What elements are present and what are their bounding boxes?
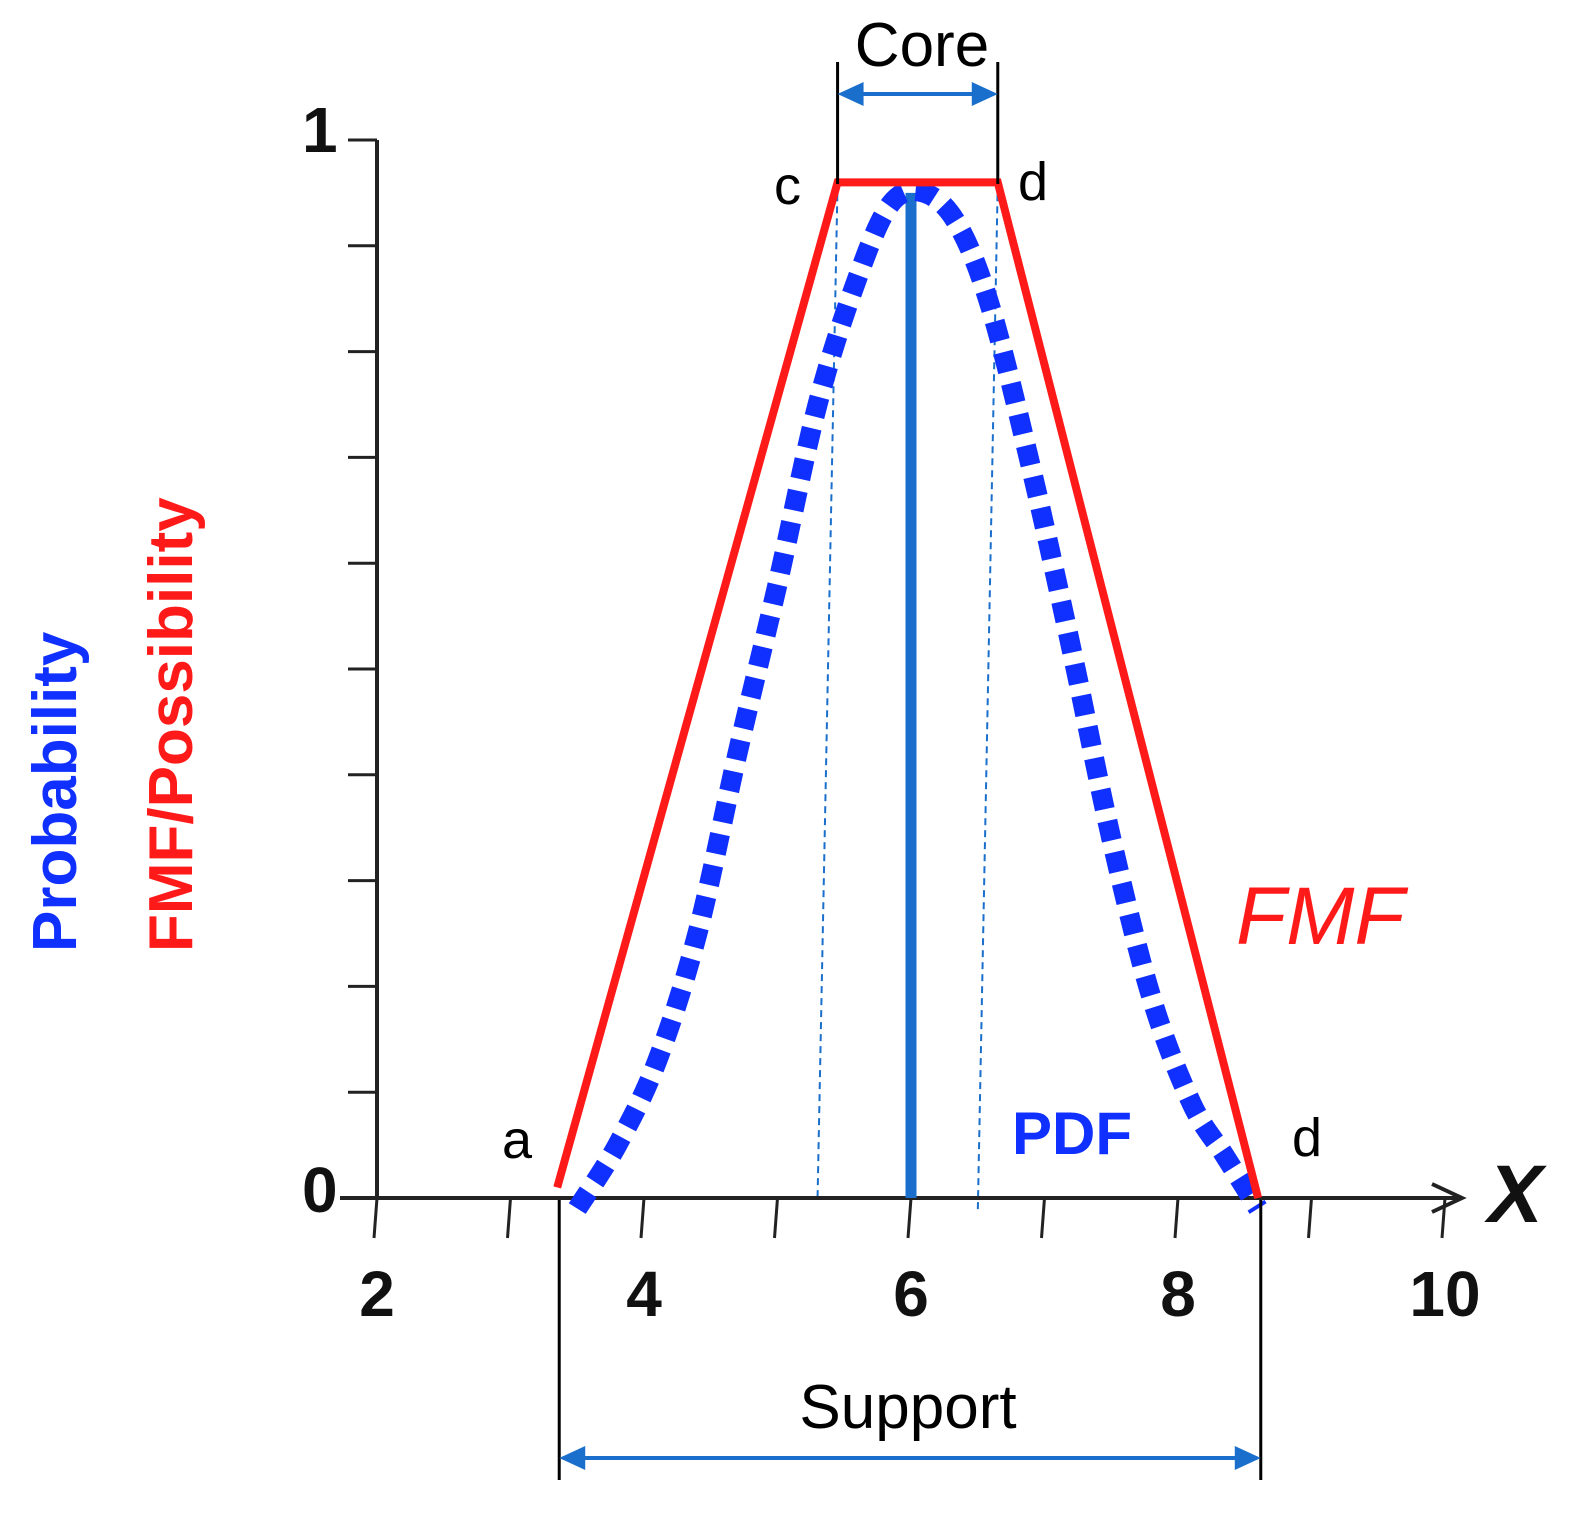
series-label-pdf: PDF xyxy=(1012,1100,1132,1167)
series xyxy=(553,178,1267,1214)
x-tick xyxy=(639,1197,646,1239)
x-tick xyxy=(906,1197,913,1239)
core-guide-dashed-line xyxy=(976,182,999,1214)
x-tick-label: 4 xyxy=(626,1258,662,1330)
y-tick-label-1: 1 xyxy=(302,94,338,166)
x-tick xyxy=(1440,1197,1447,1239)
x-tick xyxy=(506,1197,512,1239)
annotations xyxy=(557,62,1263,1480)
x-tick-label: 6 xyxy=(893,1258,929,1330)
support-label: Support xyxy=(799,1373,1016,1442)
x-axis-label: X xyxy=(1484,1149,1547,1240)
x-tick xyxy=(1173,1197,1180,1239)
x-tick xyxy=(1040,1197,1046,1239)
point-label-d-bottom: d xyxy=(1292,1108,1322,1168)
x-tick xyxy=(372,1197,379,1239)
support-arrow-arrowhead-left xyxy=(559,1446,586,1470)
axes xyxy=(340,138,1467,1239)
point-label-a: a xyxy=(502,1110,533,1170)
x-tick xyxy=(773,1197,779,1239)
support-arrow-arrowhead-right xyxy=(1234,1446,1261,1470)
core-arrow-arrowhead-right xyxy=(971,82,998,106)
labels: Probability FMF/Possibility X 0 1 a c d … xyxy=(21,11,1547,1442)
x-tick-label: 2 xyxy=(359,1258,395,1330)
y-label-fmf-possibility: FMF/Possibility xyxy=(137,497,206,952)
x-tick xyxy=(1307,1197,1313,1239)
x-axis-arrow xyxy=(1431,1182,1467,1214)
pdf-curve xyxy=(568,180,1267,1214)
series-label-fmf: FMF xyxy=(1236,871,1408,962)
point-label-c: c xyxy=(774,156,801,216)
core-label: Core xyxy=(855,11,989,80)
point-label-d-top: d xyxy=(1018,152,1048,212)
core-arrow-arrowhead-left xyxy=(837,82,864,106)
fmf-line xyxy=(553,178,1262,1199)
y-tick-label-0: 0 xyxy=(302,1154,338,1226)
y-label-probability: Probability xyxy=(21,631,90,952)
x-tick-label: 8 xyxy=(1160,1258,1196,1330)
x-tick-label: 10 xyxy=(1409,1258,1480,1330)
